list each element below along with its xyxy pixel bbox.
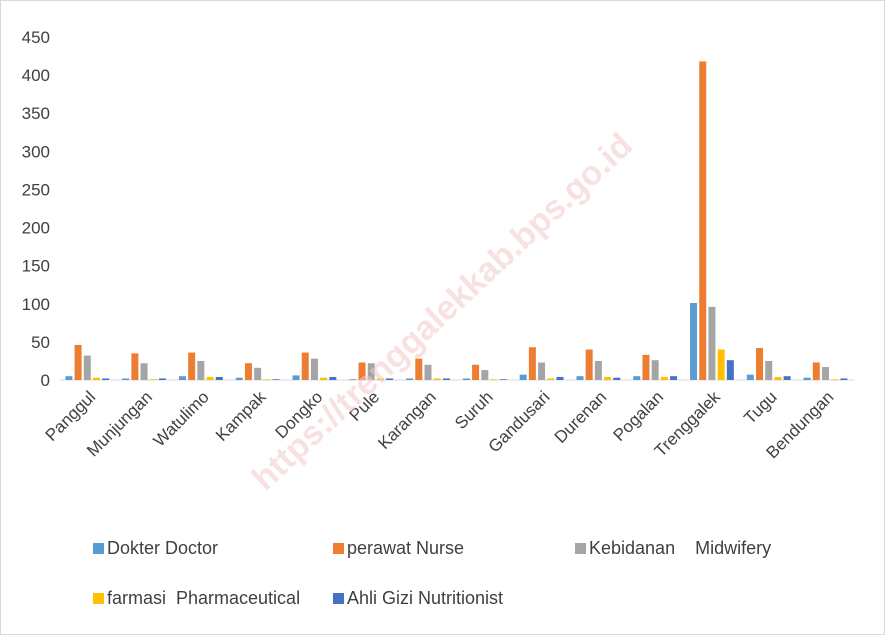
bar xyxy=(131,353,139,380)
bar xyxy=(415,358,423,380)
bar xyxy=(831,379,839,380)
bar xyxy=(756,347,764,380)
y-tick-label: 100 xyxy=(22,295,50,314)
bar xyxy=(65,376,73,380)
bar xyxy=(556,376,564,380)
bar xyxy=(462,378,470,380)
y-tick-label: 0 xyxy=(41,371,50,390)
y-tick-label: 50 xyxy=(31,333,50,352)
bar xyxy=(197,360,205,380)
bar xyxy=(310,358,318,380)
bar xyxy=(812,362,820,380)
bar xyxy=(576,376,584,380)
bar xyxy=(433,378,441,380)
bar xyxy=(188,352,196,380)
bar xyxy=(442,378,450,380)
bar xyxy=(301,352,309,380)
bar xyxy=(140,363,148,380)
bar xyxy=(472,364,480,380)
bar xyxy=(244,363,252,380)
legend-swatch xyxy=(575,543,586,554)
bar xyxy=(74,344,82,380)
bar xyxy=(726,360,734,380)
bar xyxy=(699,61,707,380)
bar xyxy=(263,379,271,380)
legend-swatch xyxy=(333,543,344,554)
bar xyxy=(803,377,811,380)
bar xyxy=(651,360,659,380)
bar xyxy=(158,378,166,380)
y-tick-label: 450 xyxy=(22,28,50,47)
bar xyxy=(254,367,262,380)
bar xyxy=(547,378,555,380)
bar xyxy=(594,360,602,380)
y-tick-label: 300 xyxy=(22,142,50,161)
y-tick-label: 250 xyxy=(22,180,50,199)
bar xyxy=(840,378,848,380)
bar xyxy=(215,376,223,380)
bar xyxy=(206,376,214,380)
bar xyxy=(604,376,612,380)
bar xyxy=(178,376,186,380)
bar xyxy=(774,376,782,380)
bar xyxy=(367,363,375,380)
bar xyxy=(102,378,110,380)
bar xyxy=(746,374,754,380)
y-tick-label: 150 xyxy=(22,257,50,276)
bar xyxy=(765,360,773,380)
y-tick-label: 350 xyxy=(22,104,50,123)
bar xyxy=(358,362,366,380)
bar xyxy=(481,370,489,380)
bar xyxy=(690,303,698,380)
bar xyxy=(406,378,414,380)
bar xyxy=(613,377,621,380)
bar xyxy=(292,375,300,380)
legend-label: farmasi Pharmaceutical xyxy=(107,588,300,608)
bar xyxy=(783,376,791,380)
bar xyxy=(717,349,725,380)
bar xyxy=(320,377,328,380)
bar xyxy=(424,364,432,380)
bar xyxy=(519,374,527,380)
bar xyxy=(149,379,157,380)
bar xyxy=(660,376,668,380)
y-tick-label: 400 xyxy=(22,66,50,85)
bar xyxy=(822,367,830,380)
bar xyxy=(499,379,507,380)
bar xyxy=(585,349,593,380)
bar xyxy=(538,362,546,380)
legend-swatch xyxy=(93,543,104,554)
bar xyxy=(376,378,384,380)
legend-label: Ahli Gizi Nutritionist xyxy=(347,588,503,608)
y-tick-label: 200 xyxy=(22,219,50,238)
legend-swatch xyxy=(93,593,104,604)
bar xyxy=(272,379,280,380)
bar xyxy=(349,379,357,380)
bar xyxy=(490,379,498,380)
bar xyxy=(235,377,243,380)
legend-swatch xyxy=(333,593,344,604)
bar xyxy=(633,376,641,380)
bar xyxy=(642,354,650,380)
bar xyxy=(528,347,536,380)
bar xyxy=(92,377,100,380)
bar xyxy=(122,378,130,380)
bar xyxy=(670,376,678,380)
bar xyxy=(329,376,337,380)
bar xyxy=(83,355,91,380)
bar xyxy=(386,378,394,380)
legend-label: perawat Nurse xyxy=(347,538,464,558)
bar xyxy=(708,306,716,380)
legend-label: Kebidanan Midwifery xyxy=(589,538,771,558)
legend-label: Dokter Doctor xyxy=(107,538,218,558)
